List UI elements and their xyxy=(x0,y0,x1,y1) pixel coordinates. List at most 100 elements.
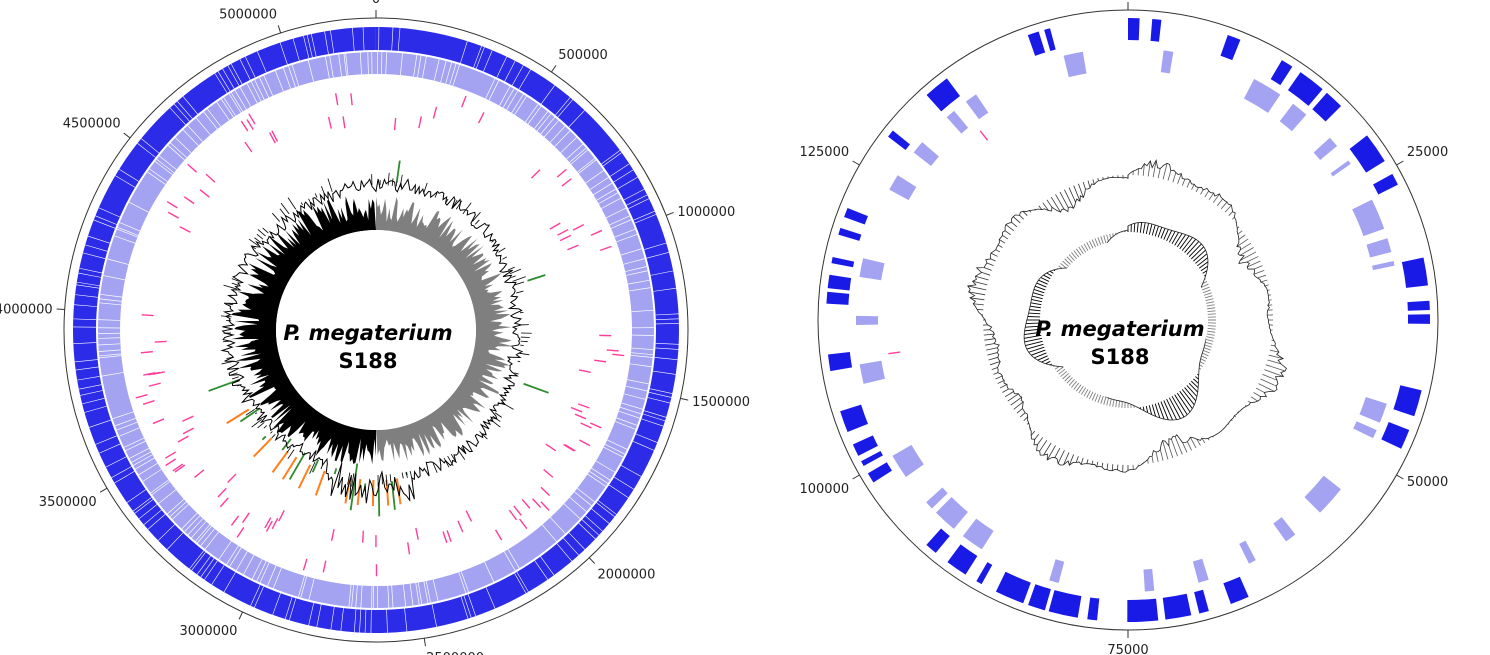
gc-spike xyxy=(263,425,268,429)
reverse-cds-gap xyxy=(251,559,263,580)
forward-cds-block xyxy=(1407,300,1430,311)
gc-hatch xyxy=(1264,284,1269,287)
reverse-cds-gap xyxy=(488,80,500,101)
gc-spike xyxy=(262,227,269,234)
gc-hatch xyxy=(989,361,1001,366)
forward-cds-gap xyxy=(310,33,317,57)
gc-hatch xyxy=(1200,189,1204,195)
gc-skew-hatch xyxy=(1033,288,1045,294)
forward-cds-gap xyxy=(460,41,468,64)
reverse-cds-gap xyxy=(154,161,173,175)
forward-cds-block xyxy=(1162,593,1192,620)
reverse-cds-gap xyxy=(527,106,542,125)
forward-cds-gap xyxy=(250,584,261,606)
forward-cds-gap xyxy=(147,514,166,530)
gc-hatch xyxy=(1147,459,1149,464)
forward-cds-gap xyxy=(105,456,127,468)
gc-spike xyxy=(508,387,512,390)
forward-cds-gap xyxy=(254,586,264,608)
gc-skew-hatch xyxy=(1157,402,1165,420)
forward-cds-gap xyxy=(404,608,408,632)
trna-feature xyxy=(140,350,153,354)
gc-hatch xyxy=(1064,189,1074,209)
tick-mark xyxy=(238,611,244,620)
reverse-cds-gap xyxy=(566,144,584,160)
forward-cds-gap xyxy=(496,56,508,78)
reverse-cds-gap xyxy=(631,347,654,350)
reverse-cds-gap xyxy=(614,228,636,238)
rrna-orange-feature xyxy=(297,464,312,489)
forward-cds-gap xyxy=(227,65,240,86)
trna-feature xyxy=(236,527,245,538)
trna-feature xyxy=(461,95,467,108)
gc-hatch xyxy=(1167,170,1172,181)
reverse-cds-gap xyxy=(259,77,270,98)
reverse-cds-gap xyxy=(631,309,654,313)
reverse-cds-gap xyxy=(348,584,352,607)
gc-spike xyxy=(231,376,239,380)
gc-spike xyxy=(231,278,240,282)
forward-cds-gap xyxy=(85,244,108,252)
reverse-cds-gap xyxy=(630,352,653,356)
gc-hatch xyxy=(1254,265,1263,270)
gc-skew-hatch xyxy=(1041,358,1050,363)
gc-spike xyxy=(474,219,480,225)
reverse-cds-gap xyxy=(460,571,469,593)
gc-skew-hatch xyxy=(1205,341,1213,345)
tick-label: 4500000 xyxy=(63,117,121,132)
forward-cds-gap xyxy=(514,573,527,594)
forward-cds-gap xyxy=(217,71,231,92)
trna-feature xyxy=(187,163,198,173)
gc-skew-hatch xyxy=(1181,389,1195,406)
gc-skew-hatch xyxy=(1118,400,1120,408)
reverse-cds-gap xyxy=(298,575,305,598)
forward-cds-gap xyxy=(483,50,493,72)
reverse-cds-gap xyxy=(216,101,230,121)
gc-spike xyxy=(519,352,530,356)
forward-cds-gap xyxy=(82,252,106,260)
gc-skew-hatch xyxy=(1054,366,1060,370)
gc-skew-hatch xyxy=(1040,277,1050,282)
forward-cds-gap xyxy=(460,596,469,619)
forward-cds-gap xyxy=(568,532,586,550)
reverse-cds-gap xyxy=(402,584,407,607)
forward-cds-gap xyxy=(306,34,313,58)
forward-cds-block xyxy=(1150,18,1162,42)
gc-spike xyxy=(462,202,472,215)
gc-spike xyxy=(409,470,414,482)
chromosome-reverse-cds-track xyxy=(97,52,654,608)
tick-label: 4000000 xyxy=(0,303,53,318)
forward-cds-gap xyxy=(308,602,315,626)
tick-label: 3000000 xyxy=(180,624,238,639)
forward-cds-gap xyxy=(609,484,629,498)
forward-cds-gap xyxy=(292,38,300,61)
reverse-cds-gap xyxy=(98,349,121,352)
forward-cds-gap xyxy=(74,359,98,363)
gc-spike xyxy=(351,473,355,487)
gc-hatch xyxy=(1039,439,1048,452)
gc-skew-hatch xyxy=(1157,227,1163,238)
trna-feature xyxy=(268,132,276,144)
forward-cds-gap xyxy=(73,342,97,344)
gc-skew-hatch xyxy=(1174,233,1183,246)
gc-hatch xyxy=(1022,211,1028,216)
gc-skew-hatch xyxy=(1043,274,1051,280)
reverse-cds-gap xyxy=(627,379,649,385)
gc-hatch xyxy=(986,347,998,351)
gc-skew-line xyxy=(1023,222,1209,421)
gc-skew-hatch xyxy=(1038,279,1048,285)
forward-cds-gap xyxy=(555,97,571,116)
gc-skew-hatch xyxy=(1168,231,1176,243)
tick-label: 125000 xyxy=(799,145,849,160)
gc-spike xyxy=(511,275,516,278)
forward-cds-gap xyxy=(169,107,186,125)
gc-skew-hatch xyxy=(1034,285,1046,291)
gc-hatch xyxy=(1054,447,1061,458)
trna-feature xyxy=(135,393,148,399)
tick-mark xyxy=(680,397,689,401)
forward-cds-block xyxy=(831,256,855,268)
gc-hatch xyxy=(1023,416,1029,422)
tick-mark xyxy=(1396,160,1404,166)
forward-cds-gap xyxy=(256,51,267,73)
gc-skew-hatch xyxy=(1112,233,1114,237)
